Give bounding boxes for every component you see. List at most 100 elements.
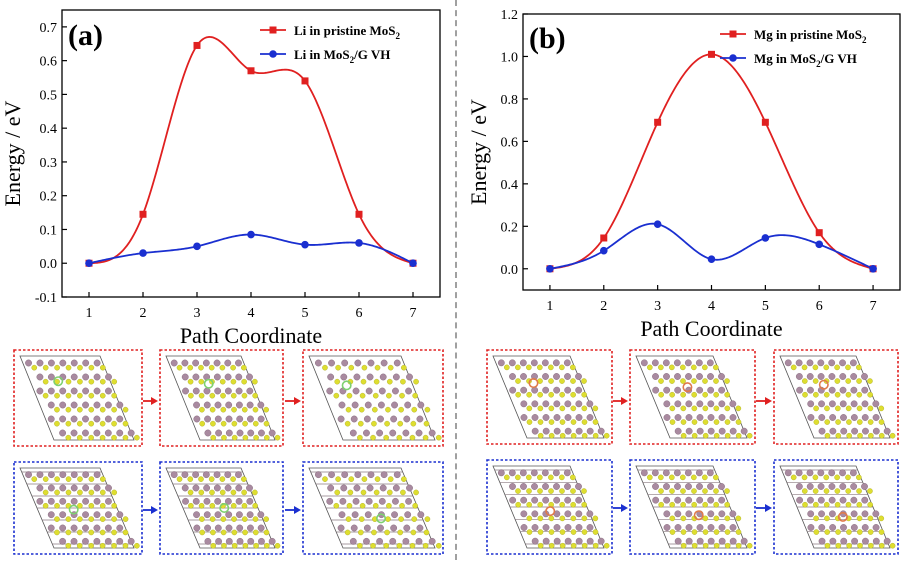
mo-atom [542, 386, 550, 394]
s-atom [77, 406, 83, 413]
mo-atom [326, 387, 334, 395]
s-atom [526, 405, 533, 412]
mo-atom [663, 524, 671, 531]
s-atom [187, 476, 194, 482]
mo-atom [391, 401, 398, 409]
s-atom [713, 364, 719, 371]
s-atom [412, 502, 418, 509]
s-atom [111, 542, 117, 549]
mo-atom [214, 524, 222, 532]
s-atom [526, 529, 533, 535]
mo-atom [707, 386, 715, 394]
mo-atom [707, 400, 715, 408]
mo-atom [718, 373, 725, 380]
s-atom [198, 392, 205, 399]
mo-atom [784, 469, 792, 477]
s-atom [845, 391, 852, 398]
s-atom [111, 378, 118, 385]
mo-atom [850, 400, 858, 408]
s-atom [559, 391, 565, 398]
mo-atom [684, 469, 692, 477]
s-atom [65, 489, 72, 496]
s-atom [198, 378, 205, 385]
legend-label: Mg in MoS2/G VH [754, 51, 857, 69]
mo-atom [225, 415, 233, 423]
s-atom [680, 515, 687, 522]
mo-atom [380, 359, 388, 367]
s-atom [846, 432, 852, 439]
s-atom [111, 529, 117, 536]
mo-atom [861, 400, 869, 408]
mo-atom [351, 511, 359, 519]
mo-atom [116, 415, 124, 423]
mo-atom [236, 511, 243, 519]
s-atom [570, 529, 577, 535]
s-atom [857, 542, 863, 549]
s-atom [99, 516, 106, 522]
s-atom [592, 529, 599, 535]
s-atom [724, 529, 731, 535]
s-atom [77, 489, 83, 496]
mo-atom [192, 484, 200, 492]
s-atom [252, 529, 259, 536]
s-atom [658, 364, 664, 371]
s-atom [99, 420, 106, 427]
s-atom [835, 529, 841, 535]
mo-atom [575, 496, 583, 504]
s-atom [374, 476, 381, 482]
s-atom [680, 542, 687, 549]
s-atom [65, 378, 72, 385]
s-atom [188, 392, 194, 399]
mo-atom [246, 497, 254, 505]
mo-atom [707, 510, 715, 518]
transition-arrow [143, 506, 158, 514]
data-point [247, 67, 255, 75]
mo-atom [807, 510, 815, 518]
transition-arrow [613, 504, 628, 512]
mo-atom [354, 359, 362, 367]
s-atom [253, 542, 259, 549]
unit-cell [308, 467, 436, 549]
mo-atom [862, 537, 869, 545]
mo-atom [729, 524, 737, 531]
mo-atom [817, 469, 825, 477]
s-atom [691, 364, 697, 371]
mo-atom [402, 537, 410, 545]
s-atom [386, 502, 392, 509]
s-atom [264, 434, 270, 441]
mo-atom [872, 400, 880, 408]
mo-atom [553, 427, 561, 435]
mo-atom [70, 429, 78, 437]
mo-atom [696, 400, 704, 408]
mo-atom [696, 537, 704, 545]
mo-atom [718, 427, 726, 435]
mo-atom [25, 359, 32, 367]
s-atom [570, 432, 577, 439]
mo-atom [47, 484, 55, 492]
s-atom [264, 542, 270, 549]
mo-atom [674, 524, 682, 531]
mo-atom [47, 415, 55, 423]
s-atom [220, 406, 227, 413]
data-point [193, 242, 201, 251]
s-atom [345, 406, 352, 413]
s-atom [360, 489, 367, 496]
s-atom [99, 529, 106, 536]
mo-atom [564, 400, 572, 408]
s-atom [65, 364, 72, 371]
x-tick-label: 3 [194, 306, 201, 321]
mo-atom [508, 469, 516, 477]
mo-atom [224, 359, 232, 367]
mo-atom [247, 537, 255, 545]
y-tick-label: 1.2 [501, 8, 519, 23]
s-atom [713, 474, 719, 481]
s-atom [387, 476, 394, 482]
s-atom [581, 488, 587, 494]
s-atom [335, 364, 341, 371]
s-atom [252, 489, 258, 496]
mo-atom [883, 427, 891, 435]
mo-atom [214, 387, 222, 395]
s-atom [834, 501, 841, 508]
s-atom [713, 432, 720, 439]
